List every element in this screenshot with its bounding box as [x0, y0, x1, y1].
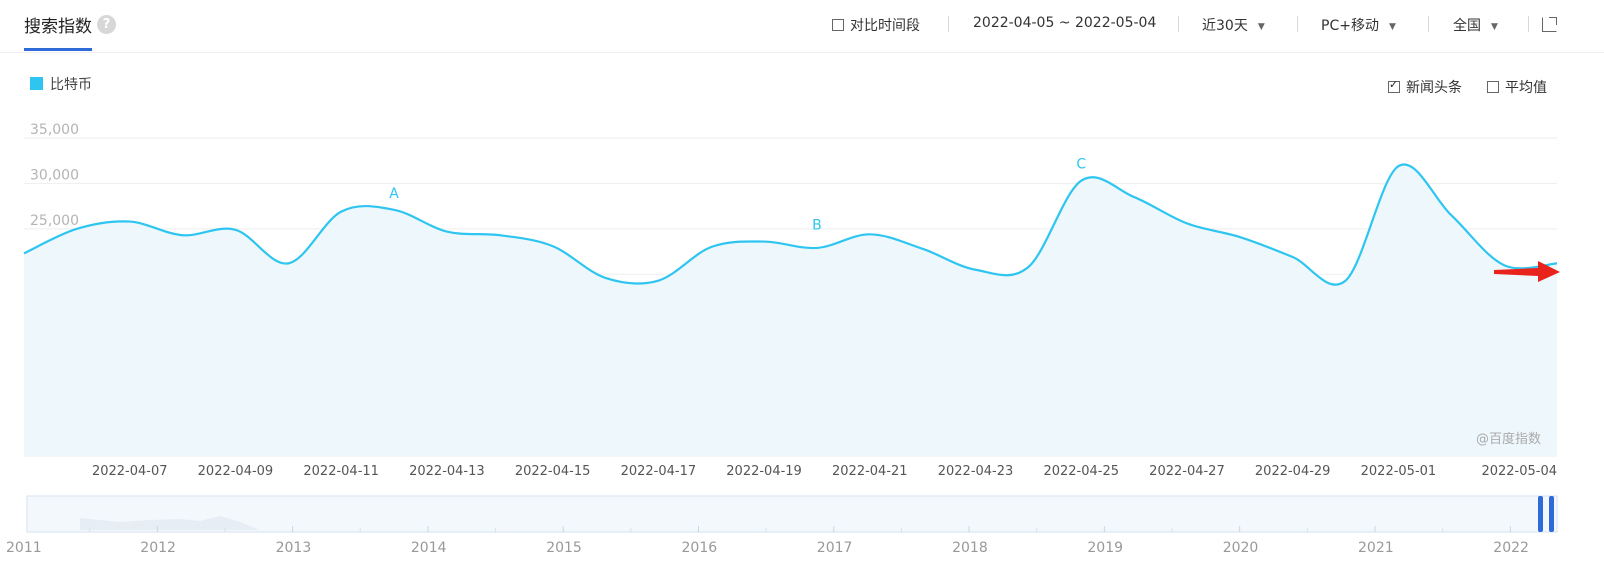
annotation-label-a: A — [389, 186, 399, 202]
divider — [1428, 16, 1429, 32]
average-toggle[interactable]: 平均值 — [1487, 77, 1547, 97]
active-tab-indicator — [24, 48, 92, 51]
year-label: 2014 — [411, 540, 447, 556]
device-select[interactable]: PC+移动 ▼ — [1321, 15, 1396, 35]
divider — [1528, 16, 1529, 32]
page-title: 搜索指数 — [24, 17, 92, 37]
period-label: 近30天 — [1202, 18, 1248, 34]
x-tick-label: 2022-04-17 — [621, 464, 697, 479]
annotation-label-b: B — [812, 218, 822, 234]
y-tick-label: 25,000 — [30, 213, 79, 229]
period-select[interactable]: 近30天 ▼ — [1202, 15, 1265, 35]
divider — [1297, 16, 1298, 32]
x-tick-label: 2022-04-07 — [92, 464, 168, 479]
series-area — [24, 164, 1557, 457]
legend-label[interactable]: 比特币 — [50, 77, 92, 93]
export-icon[interactable] — [1542, 17, 1557, 32]
caret-down-icon: ▼ — [1257, 22, 1265, 32]
slider-handle-right — [1549, 496, 1554, 532]
y-tick-label: 15,000 — [30, 304, 79, 320]
grid — [24, 137, 1557, 457]
compare-toggle[interactable]: 对比时间段 — [832, 15, 920, 35]
time-range-slider: 2011 2012 2013 2014 2015 2016 2017 2018 2019 2020… — [6, 495, 1558, 556]
help-icon[interactable]: ? — [97, 15, 116, 34]
news-checkbox[interactable] — [1388, 78, 1400, 93]
x-tick-label: 2022-04-29 — [1255, 464, 1331, 479]
news-label: 新闻头条 — [1406, 80, 1462, 96]
series-line — [23, 163, 1558, 286]
x-tick-label: 2022-04-19 — [726, 464, 802, 479]
year-label: 2018 — [952, 540, 988, 556]
region-select[interactable]: 全国 ▼ — [1453, 15, 1498, 35]
region-label: 全国 — [1453, 18, 1481, 34]
compare-checkbox[interactable] — [832, 19, 844, 31]
x-tick-label: 2022-05-04 — [1481, 464, 1557, 479]
watermark: @百度指数 — [1476, 432, 1542, 447]
year-label: 2019 — [1087, 540, 1123, 556]
x-tick-label: 2022-05-01 — [1361, 464, 1437, 479]
slider-handle-left — [1538, 496, 1543, 532]
average-checkbox[interactable] — [1487, 81, 1499, 93]
year-label: 2013 — [276, 540, 312, 556]
year-label: 2015 — [546, 540, 582, 556]
legend-swatch[interactable] — [30, 77, 43, 90]
year-label: 2021 — [1358, 540, 1394, 556]
y-tick-label: 20,000 — [30, 258, 79, 274]
x-tick-label: 2022-04-21 — [832, 464, 908, 479]
device-label: PC+移动 — [1321, 18, 1379, 34]
divider — [948, 16, 949, 32]
year-label: 2022 — [1493, 540, 1529, 556]
annotation-label-c: C — [1076, 157, 1086, 173]
year-label: 2011 — [6, 540, 42, 556]
x-tick-label: 2022-04-23 — [938, 464, 1014, 479]
news-toggle[interactable]: 新闻头条 — [1388, 77, 1462, 97]
x-tick-label: 2022-04-09 — [198, 464, 274, 479]
y-tick-label: 10,000 — [30, 349, 79, 365]
arrow-icon — [1494, 261, 1560, 282]
compare-label: 对比时间段 — [850, 18, 920, 34]
date-range-picker[interactable]: 2022-04-05 ~ 2022-05-04 — [973, 15, 1157, 31]
annotations: A B C — [389, 157, 1086, 234]
x-tick-label: 2022-04-11 — [303, 464, 379, 479]
header: 搜索指数 ? 对比时间段 2022-04-05 ~ 2022-05-04 近30… — [0, 0, 1604, 53]
caret-down-icon: ▼ — [1491, 22, 1498, 32]
y-axis: 5,000 10,000 15,000 20,000 25,000 30,000 35,00… — [30, 122, 79, 411]
y-tick-label: 5,000 — [30, 395, 70, 411]
x-tick-label: 2022-04-15 — [515, 464, 591, 479]
y-tick-label: 30,000 — [30, 167, 79, 183]
year-label: 2020 — [1223, 540, 1259, 556]
caret-down-icon: ▼ — [1388, 22, 1396, 32]
year-label: 2016 — [682, 540, 718, 556]
x-axis: 2022-04-07 2022-04-09 2022-04-11 2022-04-13… — [92, 464, 1557, 479]
average-label: 平均值 — [1505, 80, 1547, 96]
divider — [1178, 16, 1179, 32]
y-tick-label: 35,000 — [30, 122, 79, 138]
year-label: 2012 — [140, 540, 176, 556]
x-tick-label: 2022-04-13 — [409, 464, 485, 479]
year-label: 2017 — [817, 540, 853, 556]
x-tick-label: 2022-04-27 — [1149, 464, 1225, 479]
x-tick-label: 2022-04-25 — [1043, 464, 1119, 479]
